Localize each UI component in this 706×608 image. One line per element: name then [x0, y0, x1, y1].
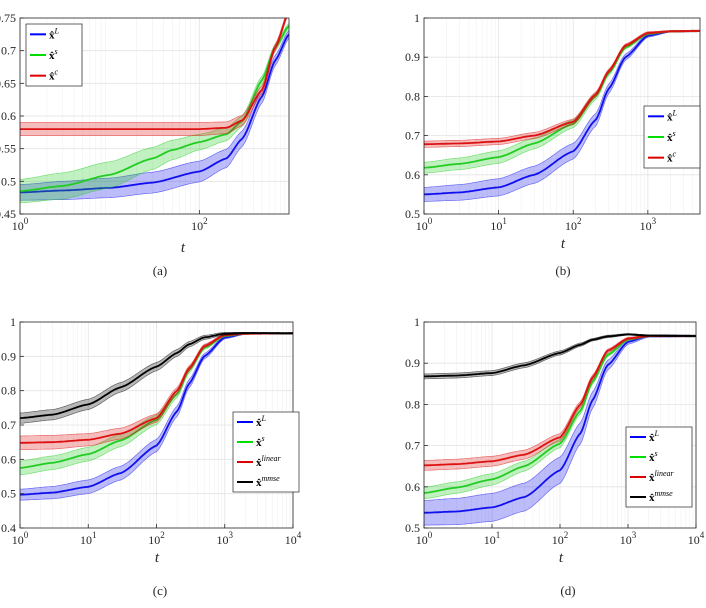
y-tick-label: 0.5 — [405, 207, 420, 221]
series-band — [424, 29, 700, 174]
series-line — [424, 333, 696, 378]
xlabel-d: t — [559, 550, 564, 566]
panel-c: 100 101 102 103 1040.40.50.60.70.80.91x̂Lx̂s… — [1, 315, 302, 598]
series-band — [20, 332, 293, 501]
y-tick-label: 0.7 — [405, 129, 420, 143]
y-tick-label: 1 — [414, 315, 420, 329]
series-band — [424, 29, 700, 148]
legend-label: x̂c — [49, 68, 59, 83]
series-line — [424, 29, 700, 196]
caption-b: (b) — [555, 263, 570, 278]
x-tick-label: 103 — [217, 530, 234, 547]
y-tick-label: 0.9 — [405, 50, 420, 64]
legend-label: x̂s — [49, 47, 58, 62]
plot-area — [20, 18, 289, 204]
x-tick-label: 102 — [565, 216, 582, 233]
legend-label: x̂L — [649, 429, 660, 444]
panel-d: 100 101 102 103 1040.50.60.70.80.91x̂Lx̂sx̂l… — [405, 315, 705, 598]
legend-label: x̂s — [256, 434, 265, 449]
y-tick-label: 0.5 — [1, 487, 16, 501]
series-band — [20, 332, 293, 476]
y-tick-label: 1 — [414, 11, 420, 25]
legend-label: x̂L — [667, 108, 678, 123]
caption-a: (a) — [153, 263, 167, 278]
plot-area — [20, 331, 293, 501]
series-band — [424, 334, 696, 526]
series-band — [20, 332, 293, 451]
y-tick-label: 0.7 — [1, 418, 16, 432]
series-band — [424, 334, 696, 500]
y-tick-label: 0.9 — [405, 356, 420, 370]
x-tick-label: 101 — [80, 530, 97, 547]
x-tick-label: 101 — [484, 530, 501, 547]
series-line — [20, 332, 293, 419]
legend-label: x̂c — [667, 150, 677, 165]
legend-label: x̂L — [256, 414, 267, 429]
y-tick-label: 0.8 — [405, 397, 420, 411]
y-tick-label: 0.7 — [1, 44, 16, 58]
x-tick-label: 101 — [490, 216, 507, 233]
series-band — [20, 22, 289, 204]
xlabel-a: t — [181, 240, 186, 256]
xlabel-c: t — [155, 550, 160, 566]
x-tick-label: 103 — [640, 216, 657, 233]
y-tick-label: 0.55 — [0, 142, 16, 156]
series-line — [20, 33, 289, 194]
series-line — [20, 18, 287, 131]
y-tick-label: 0.5 — [1, 174, 16, 188]
y-tick-label: 0.8 — [1, 384, 16, 398]
y-tick-label: 0.9 — [1, 349, 16, 363]
series-band — [20, 29, 289, 201]
x-tick-label: 103 — [620, 530, 637, 547]
plot-area — [424, 29, 700, 202]
legend-box — [625, 426, 693, 508]
series-band — [424, 334, 696, 471]
caption-c: (c) — [153, 583, 167, 598]
y-tick-label: 0.5 — [405, 521, 420, 535]
y-tick-label: 0.4 — [1, 521, 16, 535]
series-band — [20, 18, 288, 136]
y-tick-label: 0.6 — [1, 452, 16, 466]
y-tick-label: 0.6 — [405, 168, 420, 182]
y-tick-label: 0.6 — [405, 480, 420, 494]
xlabel-b: t — [561, 236, 566, 252]
y-tick-label: 0.6 — [1, 109, 16, 123]
legend-box — [232, 411, 300, 493]
y-tick-label: 0.45 — [0, 207, 16, 221]
y-tick-label: 0.8 — [405, 89, 420, 103]
caption-d: (d) — [560, 583, 575, 598]
legend: x̂L x̂s x̂c — [25, 23, 83, 87]
legend: x̂L x̂s x̂c — [643, 105, 701, 169]
legend-label: x̂L — [49, 26, 60, 41]
series-line — [424, 29, 700, 146]
series-band — [424, 29, 700, 202]
x-tick-label: 102 — [148, 530, 165, 547]
panel-a: 1001020.450.50.550.60.650.70.75x̂Lx̂sx̂c… — [0, 11, 290, 278]
series-band — [424, 333, 696, 380]
x-tick-label: 104 — [688, 530, 705, 547]
plot-area — [424, 333, 696, 526]
x-tick-label: 102 — [191, 216, 208, 233]
y-tick-label: 0.75 — [0, 11, 16, 25]
x-tick-label: 104 — [285, 530, 302, 547]
y-tick-label: 0.7 — [405, 439, 420, 453]
series-band — [20, 331, 293, 424]
legend-label: x̂s — [649, 449, 658, 464]
y-tick-label: 1 — [10, 315, 16, 329]
x-tick-label: 102 — [552, 530, 569, 547]
axes: 1001020.450.50.550.60.650.70.75 — [0, 11, 290, 233]
grid-lines — [423, 17, 700, 215]
y-tick-label: 0.65 — [0, 76, 16, 90]
legend-label: x̂s — [667, 129, 676, 144]
